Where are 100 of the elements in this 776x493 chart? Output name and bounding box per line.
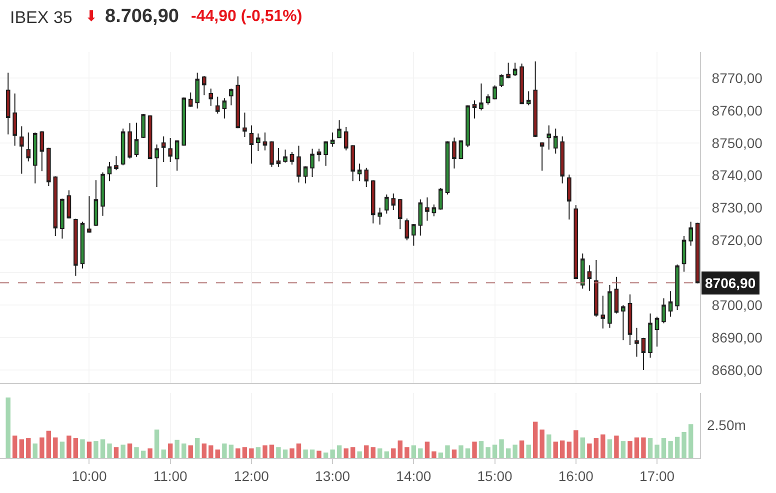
bar: [6, 398, 10, 458]
candlestick: [256, 132, 260, 152]
candlestick: [94, 180, 98, 226]
x-tick-label: 16:00: [558, 468, 594, 484]
candlestick: [641, 337, 646, 371]
candlestick: [370, 180, 376, 224]
bar: [566, 442, 572, 458]
bar: [316, 450, 322, 458]
candlestick: [20, 126, 24, 174]
candlestick: [628, 294, 632, 346]
candlestick: [296, 145, 301, 183]
candlestick: [249, 124, 254, 164]
x-tick-label: 10:00: [72, 468, 107, 484]
candlestick: [553, 128, 558, 154]
candlestick: [290, 151, 294, 166]
bar: [432, 451, 436, 458]
candlestick: [654, 316, 660, 348]
bar: [46, 430, 52, 458]
bar: [594, 438, 599, 458]
candlestick: [621, 304, 626, 341]
candlestick: [242, 112, 247, 138]
bar: [634, 437, 640, 458]
candlestick: [479, 82, 484, 111]
candlestick: [316, 148, 322, 162]
bar: [452, 450, 457, 458]
bar: [424, 442, 430, 458]
candlestick: [526, 90, 531, 106]
bar: [587, 443, 592, 458]
candlestick: [141, 113, 146, 138]
candlestick: [283, 149, 288, 164]
x-tick-label: 17:00: [639, 468, 675, 484]
candlestick: [398, 198, 402, 230]
candlestick: [262, 132, 268, 151]
candlestick: [675, 264, 680, 310]
candlestick: [688, 221, 693, 246]
x-tick-label: 11:00: [153, 468, 188, 484]
bar: [66, 436, 72, 458]
candlestick: [32, 132, 38, 184]
candlestick: [404, 218, 410, 241]
candlestick: [270, 140, 274, 168]
candlestick: [472, 100, 477, 120]
bar: [174, 440, 180, 458]
bar: [492, 444, 498, 458]
candlestick: [53, 176, 58, 236]
candlestick: [458, 140, 464, 160]
candlestick: [107, 162, 112, 182]
bar: [12, 436, 18, 458]
candlestick: [208, 88, 214, 106]
bar: [418, 448, 423, 458]
bar: [499, 439, 504, 458]
candlestick: [66, 190, 72, 219]
bar: [134, 447, 139, 458]
bar: [19, 439, 24, 458]
bar: [53, 437, 58, 458]
candlestick: [87, 196, 92, 234]
candlestick: [154, 144, 159, 188]
candlestick: [344, 126, 348, 151]
x-tick-label: 12:00: [234, 468, 270, 484]
candlestick: [533, 60, 538, 138]
bar: [486, 447, 490, 458]
bar: [100, 439, 106, 458]
bar: [458, 445, 464, 458]
bar: [391, 448, 396, 458]
bar: [182, 443, 186, 458]
bar: [384, 451, 390, 458]
candlestick: [452, 137, 456, 169]
y-tick-label: 8680,00: [712, 362, 763, 378]
bar: [688, 424, 694, 458]
bar: [370, 447, 376, 458]
bar: [26, 438, 31, 458]
candlestick: [215, 96, 220, 114]
chart-subtitle: 8.706,90: [105, 6, 179, 27]
candlestick: [594, 260, 598, 318]
y-tick-label: 8720,00: [712, 232, 763, 248]
bar: [472, 442, 477, 458]
bar: [607, 439, 612, 458]
bar: [114, 447, 119, 458]
bar: [194, 438, 200, 458]
candlestick: [12, 93, 17, 146]
candlestick: [26, 132, 31, 162]
bar: [290, 448, 294, 458]
bar: [127, 443, 132, 458]
candlestick: [60, 198, 64, 240]
candlestick: [648, 313, 652, 358]
bar: [648, 438, 653, 458]
bar: [553, 442, 558, 458]
bar: [40, 437, 44, 458]
candlestick: [182, 96, 186, 146]
candlestick: [634, 327, 639, 358]
bar: [600, 434, 606, 458]
bar: [228, 444, 234, 458]
bar: [120, 444, 126, 458]
bar: [269, 444, 274, 458]
bar: [168, 443, 173, 458]
bar: [86, 442, 92, 458]
bar: [398, 440, 402, 458]
text: -44,90 (-0,51%): [191, 8, 302, 25]
bar: [674, 436, 680, 458]
candlestick: [695, 222, 700, 284]
bar: [188, 445, 193, 458]
